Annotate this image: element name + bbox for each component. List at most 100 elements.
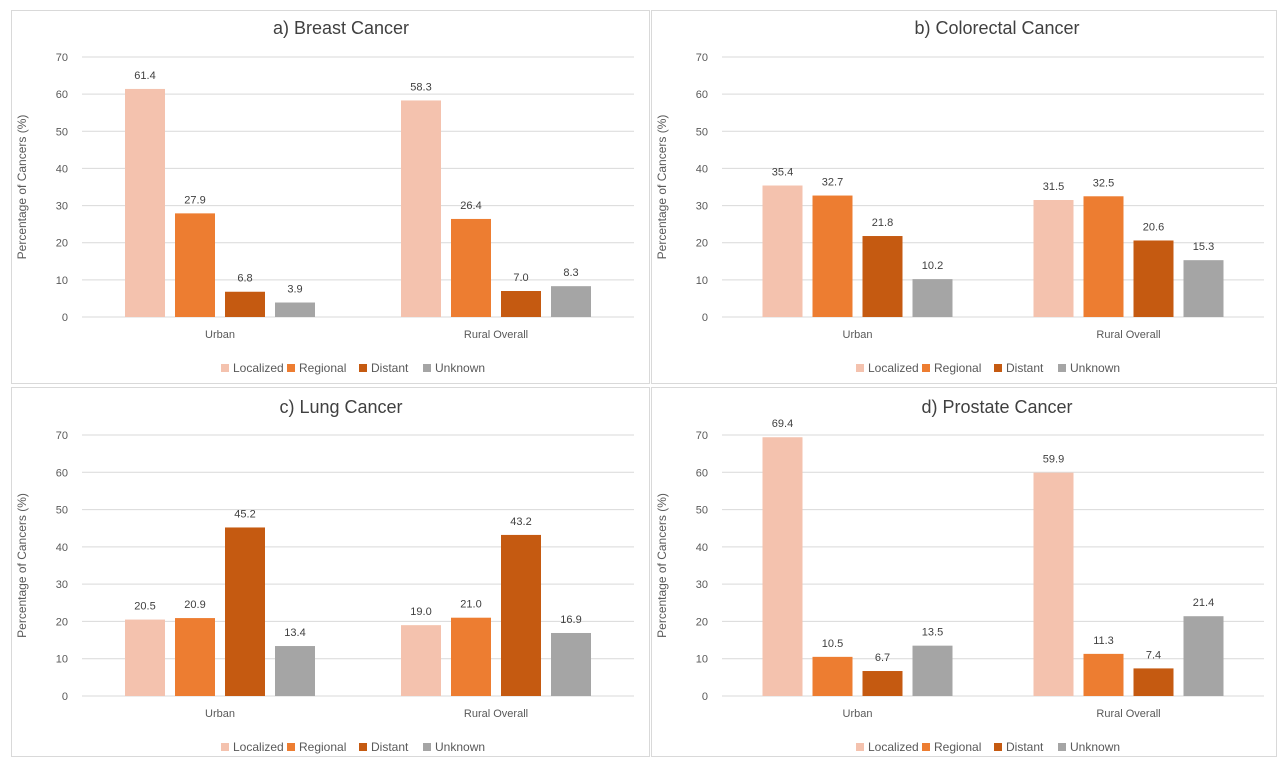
legend-item-distant: Distant xyxy=(359,740,409,754)
data-label: 3.9 xyxy=(287,284,302,296)
legend-item-localized: Localized xyxy=(221,361,284,375)
data-label: 21.0 xyxy=(460,599,481,611)
legend-label: Regional xyxy=(934,740,981,754)
x-category-label: Rural Overall xyxy=(1096,708,1160,720)
bar-breast-unknown-urban xyxy=(275,302,315,317)
y-tick-label: 60 xyxy=(696,89,708,101)
bar-prostate-localized-rural xyxy=(1033,472,1074,696)
chart-title: d) Prostate Cancer xyxy=(921,397,1072,417)
x-category-label: Rural Overall xyxy=(464,708,528,720)
legend-swatch xyxy=(423,364,431,372)
x-category-label: Urban xyxy=(205,708,235,720)
chart-panel-prostate: d) Prostate Cancer Percentage of Cancers … xyxy=(651,387,1277,757)
y-tick-label: 30 xyxy=(696,201,708,213)
bar-breast-regional-rural xyxy=(451,218,491,317)
y-tick-label: 20 xyxy=(56,238,68,250)
y-tick-label: 70 xyxy=(56,52,68,64)
legend-swatch xyxy=(922,743,930,751)
y-tick-label: 40 xyxy=(56,163,68,175)
legend-label: Distant xyxy=(371,740,409,754)
y-tick-label: 50 xyxy=(56,505,68,517)
bar-colorectal-localized-rural xyxy=(1033,200,1074,317)
data-label: 10.2 xyxy=(922,260,943,272)
bar-breast-distant-urban xyxy=(225,291,265,317)
legend-item-distant: Distant xyxy=(359,361,409,375)
legend-label: Regional xyxy=(299,740,346,754)
legend-swatch xyxy=(922,364,930,372)
legend-item-regional: Regional xyxy=(287,361,346,375)
legend-item-localized: Localized xyxy=(221,740,284,754)
legend-swatch xyxy=(221,364,229,372)
bar-colorectal-distant-rural xyxy=(1133,240,1174,317)
y-tick-label: 10 xyxy=(56,654,68,666)
bar-breast-regional-urban xyxy=(175,213,215,317)
y-tick-label: 50 xyxy=(696,126,708,138)
legend-swatch xyxy=(856,743,864,751)
bar-lung-regional-urban xyxy=(175,618,215,696)
y-tick-label: 0 xyxy=(702,312,708,324)
y-tick-label: 50 xyxy=(696,505,708,517)
data-label: 27.9 xyxy=(184,194,205,206)
x-category-label: Urban xyxy=(843,708,873,720)
bar-breast-localized-rural xyxy=(401,100,441,317)
bar-prostate-distant-rural xyxy=(1133,668,1174,696)
legend-swatch xyxy=(994,743,1002,751)
y-tick-label: 0 xyxy=(62,691,68,703)
legend-swatch xyxy=(287,743,295,751)
x-category-label: Urban xyxy=(843,329,873,341)
y-tick-label: 60 xyxy=(696,467,708,479)
legend-item-regional: Regional xyxy=(922,740,981,754)
x-category-label: Rural Overall xyxy=(1096,329,1160,341)
chart-panel-breast: a) Breast Cancer Percentage of Cancers (%… xyxy=(11,10,650,384)
data-label: 20.9 xyxy=(184,599,205,611)
y-tick-label: 70 xyxy=(56,430,68,442)
y-axis-label: Percentage of Cancers (%) xyxy=(655,493,669,638)
bar-lung-distant-urban xyxy=(225,527,265,696)
data-label: 16.9 xyxy=(560,614,581,626)
y-tick-label: 30 xyxy=(696,579,708,591)
legend-item-distant: Distant xyxy=(994,361,1044,375)
legend-label: Localized xyxy=(868,740,919,754)
legend-label: Localized xyxy=(868,361,919,375)
legend-label: Localized xyxy=(233,740,284,754)
bar-lung-unknown-urban xyxy=(275,646,315,696)
data-label: 7.0 xyxy=(513,272,528,284)
chart-title: b) Colorectal Cancer xyxy=(914,18,1079,38)
y-tick-label: 30 xyxy=(56,201,68,213)
legend-label: Distant xyxy=(1006,740,1044,754)
legend-swatch xyxy=(1058,364,1066,372)
legend-item-localized: Localized xyxy=(856,361,919,375)
legend-label: Regional xyxy=(299,361,346,375)
data-label: 45.2 xyxy=(234,508,255,520)
y-tick-label: 10 xyxy=(696,654,708,666)
legend-label: Unknown xyxy=(435,740,485,754)
data-label: 20.5 xyxy=(134,601,155,613)
legend-label: Distant xyxy=(1006,361,1044,375)
bar-colorectal-unknown-rural xyxy=(1183,260,1224,317)
y-tick-label: 70 xyxy=(696,52,708,64)
data-label: 6.7 xyxy=(875,652,890,664)
bar-lung-unknown-rural xyxy=(551,632,591,696)
legend-label: Distant xyxy=(371,361,409,375)
chart-lung: c) Lung Cancer Percentage of Cancers (%) 0… xyxy=(15,397,634,754)
data-label: 59.9 xyxy=(1043,454,1064,466)
bar-prostate-unknown-rural xyxy=(1183,616,1224,696)
bar-colorectal-regional-rural xyxy=(1083,196,1124,317)
legend-item-unknown: Unknown xyxy=(423,740,485,754)
data-label: 35.4 xyxy=(772,167,793,179)
data-label: 15.3 xyxy=(1193,241,1214,253)
x-category-label: Rural Overall xyxy=(464,329,528,341)
legend-item-regional: Regional xyxy=(922,361,981,375)
legend-swatch xyxy=(423,743,431,751)
bar-lung-localized-rural xyxy=(401,625,441,696)
data-label: 7.4 xyxy=(1146,649,1161,661)
bar-lung-distant-rural xyxy=(501,534,541,696)
bar-colorectal-regional-urban xyxy=(812,195,853,317)
data-label: 31.5 xyxy=(1043,181,1064,193)
chart-panel-colorectal: b) Colorectal Cancer Percentage of Cancer… xyxy=(651,10,1277,384)
data-label: 10.5 xyxy=(822,638,843,650)
legend-label: Unknown xyxy=(1070,740,1120,754)
legend-swatch xyxy=(221,743,229,751)
y-axis-label: Percentage of Cancers (%) xyxy=(655,115,669,260)
data-label: 32.7 xyxy=(822,177,843,189)
